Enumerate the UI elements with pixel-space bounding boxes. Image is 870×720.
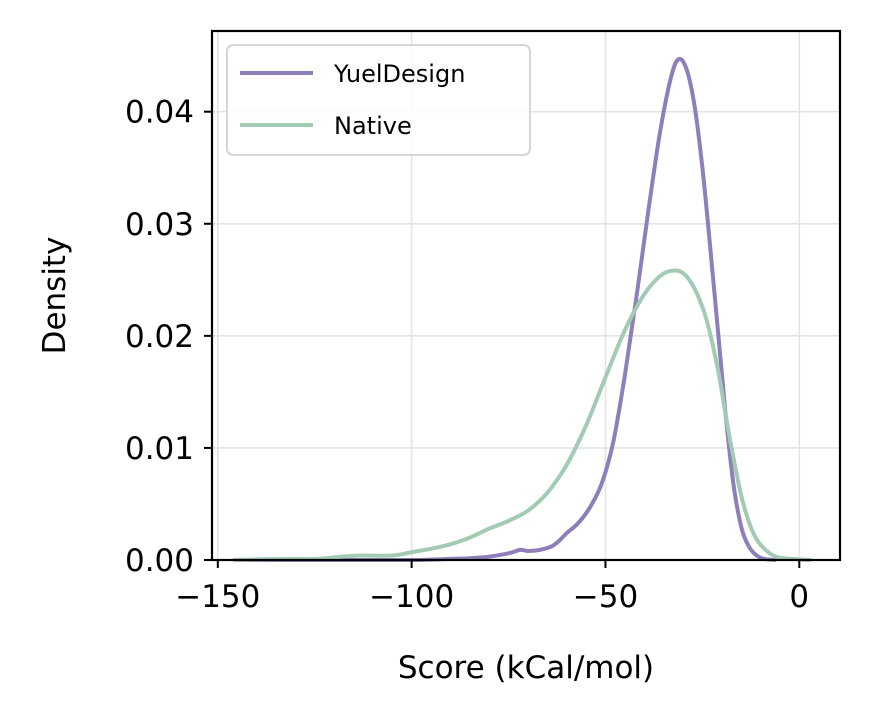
x-axis-label: Score (kCal/mol) [398,650,654,686]
x-tick-label: −50 [573,579,638,615]
y-tick-label: 0.02 [125,319,194,355]
axis-ticks: −150 −100 −50 0 0.00 0.01 0.02 0.03 0.04 [125,95,809,615]
y-tick-label: 0.01 [125,431,194,467]
plot-frame [210,29,842,562]
y-tick-label: 0.04 [125,95,194,131]
y-axis-label: Density [37,237,73,355]
x-tick-label: −150 [175,579,260,615]
x-tick-label: 0 [789,579,809,615]
x-tick-label: −100 [369,579,454,615]
legend: YuelDesign Native [226,44,531,156]
y-tick-label: 0.03 [125,207,194,243]
y-tick-label: 0.00 [125,543,194,579]
series-line-native [233,268,812,562]
legend-label: YuelDesign [333,60,465,88]
legend-label: Native [334,112,412,140]
series-lines [233,56,812,563]
